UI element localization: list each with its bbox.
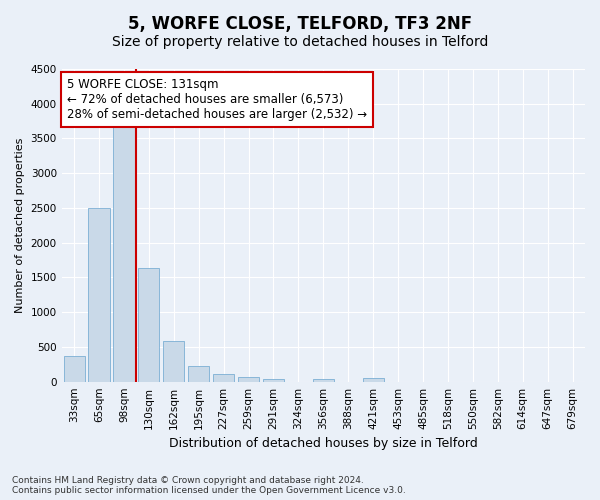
Text: 5 WORFE CLOSE: 131sqm
← 72% of detached houses are smaller (6,573)
28% of semi-d: 5 WORFE CLOSE: 131sqm ← 72% of detached … [67,78,367,122]
Bar [163,340,184,382]
Bar [313,379,334,382]
Bar [188,366,209,382]
Text: Size of property relative to detached houses in Telford: Size of property relative to detached ho… [112,35,488,49]
Bar [362,378,384,382]
Text: Contains HM Land Registry data © Crown copyright and database right 2024.
Contai: Contains HM Land Registry data © Crown c… [12,476,406,495]
Text: 5, WORFE CLOSE, TELFORD, TF3 2NF: 5, WORFE CLOSE, TELFORD, TF3 2NF [128,15,472,33]
Bar [238,377,259,382]
Bar [138,268,160,382]
Y-axis label: Number of detached properties: Number of detached properties [15,138,25,313]
Bar [88,208,110,382]
Bar [263,379,284,382]
Bar [213,374,234,382]
X-axis label: Distribution of detached houses by size in Telford: Distribution of detached houses by size … [169,437,478,450]
Bar [113,123,134,382]
Bar [64,356,85,382]
